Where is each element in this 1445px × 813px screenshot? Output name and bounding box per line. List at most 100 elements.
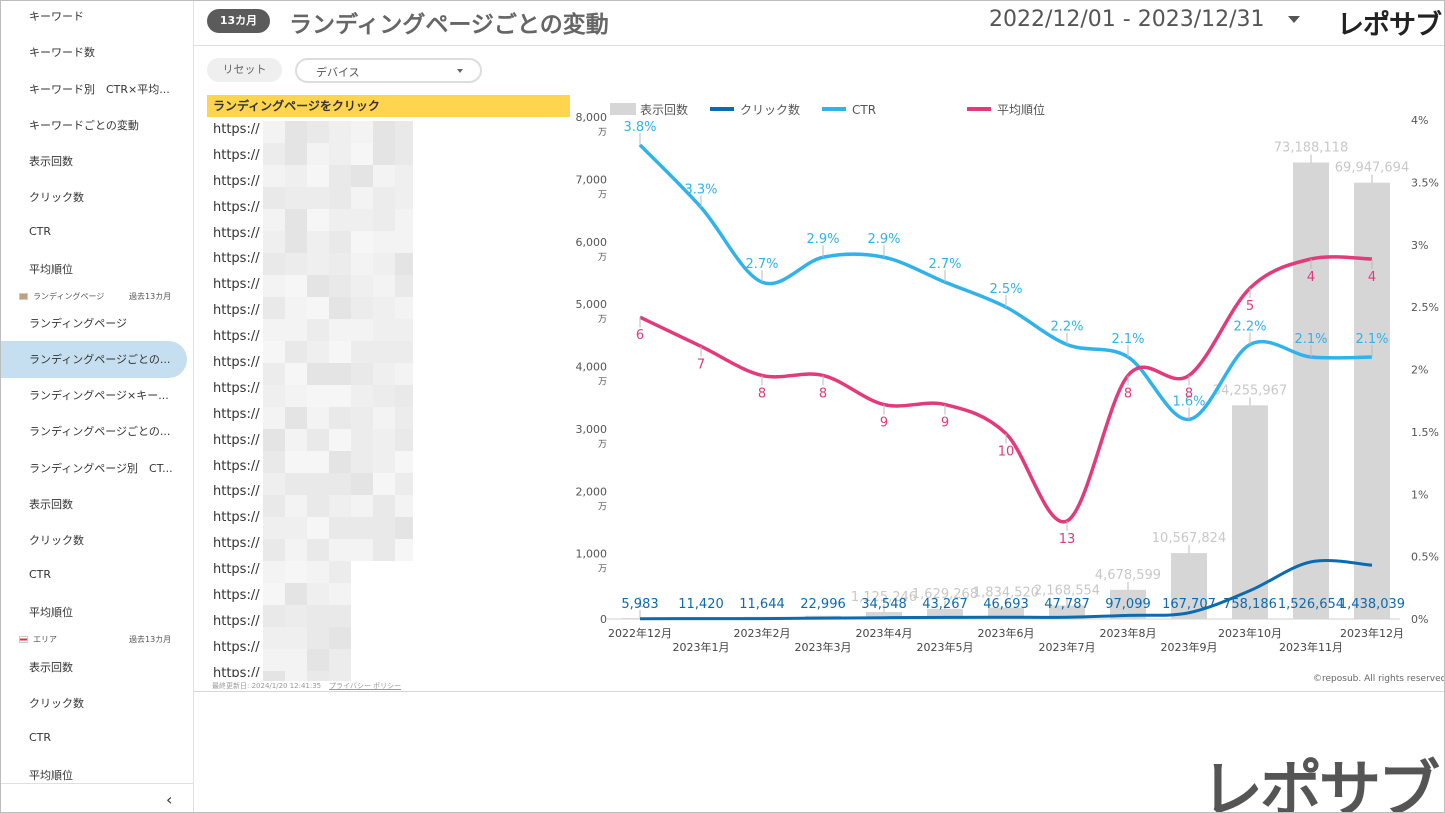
rank-label: 7 [697, 357, 705, 372]
rank-label: 8 [758, 386, 766, 401]
period-badge[interactable]: 13カ月 [207, 9, 270, 33]
url-row[interactable]: https:// [213, 122, 260, 137]
url-row[interactable]: https:// [213, 380, 260, 396]
ctr-label: 2.1% [1111, 332, 1144, 347]
bar-label: 69,947,694 [1335, 161, 1409, 176]
bar [927, 608, 963, 619]
url-row[interactable]: https:// [213, 173, 260, 189]
bar-label: 4,678,599 [1095, 568, 1161, 583]
url-row[interactable]: https:// [213, 303, 260, 319]
url-row[interactable]: https:// [213, 562, 260, 578]
url-row[interactable]: https:// [213, 613, 260, 629]
last-updated: 最終更新日: 2024/1/20 12:41:35 [212, 682, 322, 690]
legend-label: CTR [852, 103, 876, 117]
bar [1293, 162, 1329, 619]
chevron-down-icon[interactable] [1288, 16, 1300, 23]
x-axis-tick: 2023年9月 [1161, 640, 1218, 654]
url-row[interactable]: https:// [213, 251, 260, 267]
url-table: https:// https:// https:// https:// https://… [207, 117, 570, 677]
sidebar-item[interactable]: クリック数 [29, 697, 84, 710]
ctr-label: 3.8% [623, 120, 656, 135]
rank-label: 4 [1368, 270, 1376, 285]
sidebar-item[interactable]: キーワードごとの変動 [29, 119, 139, 132]
y-axis-left-tick: 1,000 万 [576, 548, 608, 575]
sidebar-item[interactable]: 表示回数 [29, 661, 73, 674]
x-axis-tick: 2023年3月 [795, 640, 852, 654]
date-range-picker[interactable]: 2022/12/01 - 2023/12/31 [989, 7, 1265, 32]
url-table-header[interactable]: ランディングページをクリック [207, 95, 570, 117]
url-row[interactable]: https:// [213, 355, 260, 371]
sidebar-item[interactable]: ランディングページごとの... [29, 353, 171, 366]
sidebar-item[interactable]: ランディングページごとの... [29, 425, 171, 438]
series-line-clicks [639, 559, 1373, 621]
rank-label: 6 [636, 328, 644, 343]
url-row[interactable]: https:// [213, 147, 260, 163]
sidebar-item[interactable]: キーワード [29, 10, 84, 23]
ctr-label: 2.2% [1233, 320, 1266, 335]
x-axis-tick: 2023年10月 [1218, 626, 1282, 640]
sidebar-item[interactable]: キーワード数 [29, 46, 95, 59]
url-row[interactable]: https:// [213, 665, 260, 677]
clicks-label: 46,693 [983, 597, 1029, 612]
url-row[interactable]: https:// [213, 225, 260, 241]
url-row[interactable]: https:// [213, 406, 260, 422]
brand-logo: レポサブ [1337, 10, 1442, 41]
url-row[interactable]: https:// [213, 199, 260, 215]
rank-label: 4 [1307, 270, 1315, 285]
clicks-label: 11,420 [678, 597, 724, 612]
url-row[interactable]: https:// [213, 277, 260, 293]
bar-label: 2,168,554 [1034, 583, 1100, 598]
clicks-label: 22,996 [800, 597, 846, 612]
x-axis-tick: 2023年2月 [734, 626, 791, 640]
sidebar-item[interactable]: 表示回数 [29, 498, 73, 511]
x-axis-tick: 2023年11月 [1279, 640, 1343, 654]
url-row[interactable]: https:// [213, 588, 260, 604]
sidebar-item[interactable]: ランディングページ [29, 317, 128, 330]
bar-label: 10,567,824 [1152, 531, 1226, 546]
x-axis-tick: 2023年1月 [673, 640, 730, 654]
url-row[interactable]: https:// [213, 484, 260, 500]
ctr-label: 2.1% [1294, 332, 1327, 347]
rank-label: 13 [1059, 532, 1076, 547]
device-select[interactable]: デバイス [295, 58, 482, 83]
clicks-label: 758,186 [1223, 597, 1277, 612]
sidebar-item[interactable]: クリック数 [29, 534, 84, 547]
sidebar-item[interactable]: クリック数 [29, 191, 84, 204]
x-axis-tick: 2023年8月 [1100, 626, 1157, 640]
panel-divider [194, 691, 1444, 692]
sidebar-item[interactable]: 平均順位 [29, 769, 73, 782]
y-axis-right-tick: 1% [1411, 488, 1428, 501]
combo-chart: 0 1,000 万 2,000 万 3,000 万 4,000 万 5,000 万 6,000 万 7,0… [576, 102, 1439, 654]
sidebar-section-label: エリア [33, 635, 57, 644]
url-row[interactable]: https:// [213, 432, 260, 448]
sidebar-item[interactable]: ランディングページ別 CT... [29, 462, 173, 475]
bar-label: 1,125,246 [851, 590, 917, 605]
chevron-left-icon[interactable]: ‹ [166, 790, 173, 809]
url-row[interactable]: https:// [213, 639, 260, 655]
y-axis-right-tick: 4% [1411, 114, 1428, 127]
series-line-rank [639, 255, 1373, 524]
url-row[interactable]: https:// [213, 329, 260, 345]
y-axis-left-tick: 4,000 万 [576, 361, 608, 388]
clicks-label: 47,787 [1044, 597, 1090, 612]
reset-button[interactable]: リセット [207, 58, 282, 82]
y-axis-right-tick: 1.5% [1411, 426, 1439, 439]
sidebar-item[interactable]: 表示回数 [29, 155, 73, 168]
x-axis-tick: 2022年12月 [608, 626, 672, 640]
page-title: ランディングページごとの変動 [289, 12, 609, 38]
sidebar-collapse[interactable]: ‹ [1, 783, 194, 812]
sidebar-section: エリア 過去13カ月 [19, 634, 171, 645]
url-row[interactable]: https:// [213, 536, 260, 552]
url-row[interactable]: https:// [213, 510, 260, 526]
sidebar-item[interactable]: 平均順位 [29, 263, 73, 276]
privacy-policy-link[interactable]: プライバシー ポリシー [329, 682, 402, 690]
y-axis-left-tick: 5,000 万 [576, 298, 608, 325]
sidebar-item[interactable]: 平均順位 [29, 606, 73, 619]
sidebar-item[interactable]: CTR [29, 225, 52, 238]
clicks-label: 1,438,039 [1339, 597, 1405, 612]
sidebar-item[interactable]: ランディングページ×キー... [29, 389, 169, 402]
sidebar-item[interactable]: CTR [29, 568, 52, 581]
sidebar-item[interactable]: キーワード別 CTR×平均... [29, 83, 170, 96]
sidebar-item[interactable]: CTR [29, 731, 52, 744]
url-row[interactable]: https:// [213, 458, 260, 474]
